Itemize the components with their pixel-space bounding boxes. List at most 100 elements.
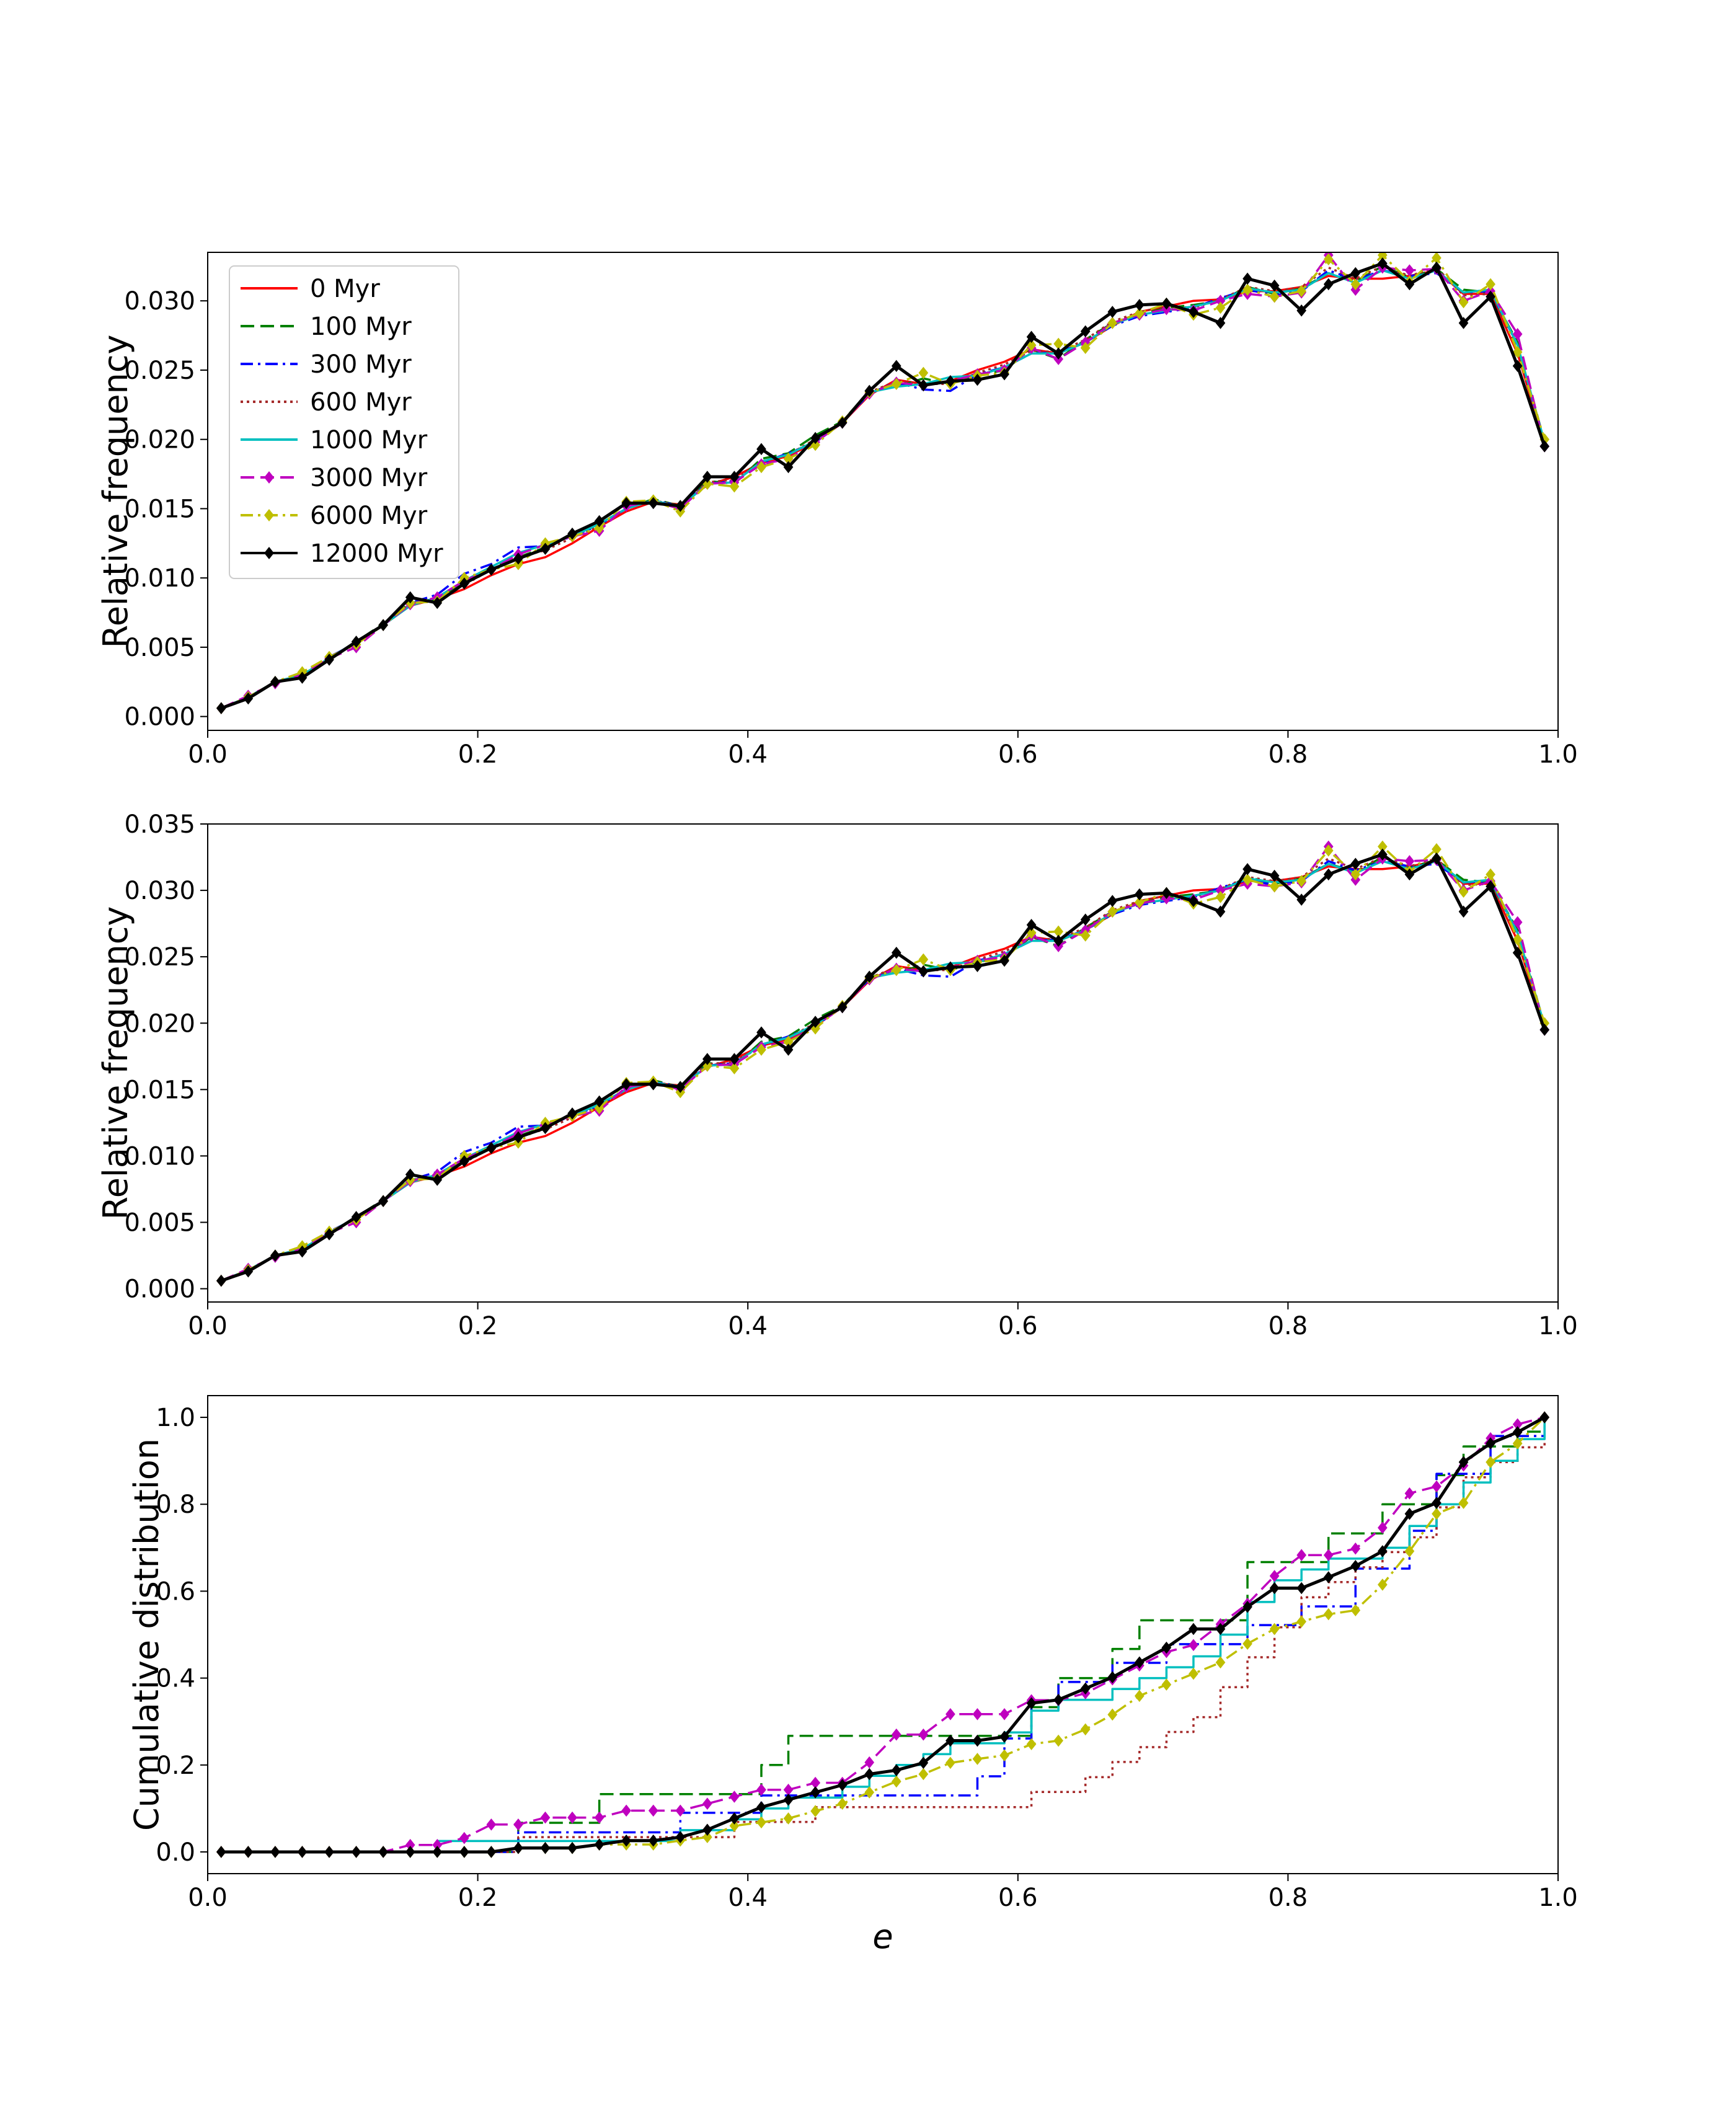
data-point-12000-myr [351,1211,361,1223]
y-tick-label: 0.005 [124,1209,195,1238]
data-point-12000-myr [918,1756,929,1769]
data-point-12000-myr [946,961,955,974]
data-point-12000-myr [1080,913,1091,926]
data-point-12000-myr [756,1800,766,1814]
data-point-6000-myr [1404,1545,1415,1557]
data-point-6000-myr [1026,1738,1037,1750]
y-tick-label: 0.000 [124,1275,195,1304]
plot-area [216,252,1550,715]
data-point-12000-myr [864,970,875,983]
data-point-6000-myr [946,1756,955,1769]
data-point-12000-myr [810,1786,820,1799]
data-point-6000-myr [594,521,604,534]
data-point-12000-myr [270,675,280,688]
series-line-600-myr [221,856,1546,1282]
data-point-12000-myr [783,1043,794,1056]
legend-item-100-myr: 100 Myr [241,312,412,341]
data-point-6000-myr [1134,307,1145,320]
data-point-12000-myr [270,1249,280,1262]
legend-marker-12000-myr [264,547,274,559]
data-point-6000-myr [756,1043,766,1056]
data-point-12000-myr [324,653,334,666]
data-point-12000-myr [972,373,983,386]
data-point-12000-myr [837,1779,848,1791]
data-point-12000-myr [1134,299,1145,311]
data-point-12000-myr [324,1228,334,1241]
data-point-12000-myr [1026,1697,1037,1710]
data-point-12000-myr [756,443,766,456]
legend-item-1000-myr: 1000 Myr [241,426,428,454]
legend-label-0-myr: 0 Myr [310,275,380,303]
data-point-12000-myr [810,1016,820,1028]
legend-label-1000-myr: 1000 Myr [310,426,428,454]
legend-item-0-myr: 0 Myr [241,275,380,303]
legend-label-12000-myr: 12000 Myr [310,539,443,568]
series-line-12000-myr [220,262,1546,710]
data-point-12000-myr [891,946,901,959]
data-point-12000-myr [1026,330,1037,343]
data-point-12000-myr [297,1245,308,1258]
data-point-6000-myr [1080,929,1091,942]
data-point-6000-myr [1215,1656,1226,1669]
plot-area [216,1411,1550,1858]
x-tick-label: 0.0 [188,740,228,769]
data-point-12000-myr [486,1141,497,1154]
data-point-12000-myr [675,500,686,512]
data-point-12000-myr [999,368,1009,381]
data-point-3000-myr [864,1756,875,1769]
x-tick-label: 1.0 [1538,740,1578,769]
data-point-6000-myr [1323,253,1334,265]
y-tick-label: 0.010 [124,564,195,593]
data-point-6000-myr [1296,1615,1307,1628]
data-point-6000-myr [918,366,929,379]
data-point-6000-myr [1458,296,1469,309]
data-point-12000-myr [1134,888,1145,901]
data-point-6000-myr [837,1797,848,1810]
data-point-12000-myr [891,360,901,373]
data-point-6000-myr [1161,1678,1172,1691]
data-point-12000-myr [405,591,415,604]
data-point-12000-myr [1539,1411,1550,1424]
data-point-3000-myr [1269,1570,1280,1582]
data-point-12000-myr [432,1846,443,1858]
legend-marker-6000-myr [264,509,274,521]
data-point-3000-myr [675,1804,686,1817]
y-tick-label: 0.005 [124,634,195,662]
series-line-300-myr [221,860,1546,1282]
data-point-6000-myr [1053,1734,1063,1747]
data-point-3000-myr [648,1804,658,1817]
data-point-12000-myr [621,1834,632,1847]
data-point-12000-myr [783,461,794,474]
data-point-12000-myr [405,1846,415,1858]
legend-label-100-myr: 100 Myr [310,312,412,341]
y-tick-label: 0.025 [124,943,195,972]
data-point-12000-myr [1242,272,1252,285]
data-point-12000-myr [1189,306,1198,318]
x-tick-label: 0.4 [728,1312,768,1340]
data-point-12000-myr [648,1834,658,1847]
series-line-3000-myr [221,845,1546,1282]
data-point-6000-myr [1350,1604,1361,1617]
chart-panel-bottom: 0.0 0.2 0.4 0.6 0.8 1.0 0.0 0.2 0.4 0.6 0.8 1.0 Cumu… [127,1395,1578,1956]
data-point-12000-myr [1242,863,1252,875]
data-point-3000-myr [1432,1480,1442,1493]
data-point-6000-myr [1242,874,1252,886]
data-point-6000-myr [729,480,740,493]
data-point-12000-myr [729,1812,740,1825]
y-tick-label: 0.020 [124,426,195,454]
data-point-12000-myr [1053,934,1063,947]
data-point-6000-myr [1486,868,1495,881]
data-point-12000-myr [729,1053,740,1065]
data-point-3000-myr [540,1811,551,1824]
data-point-6000-myr [1215,301,1226,314]
data-point-3000-myr [946,1707,955,1720]
plot-frame [207,823,1559,1303]
x-tick-label: 0.6 [998,740,1038,769]
data-point-12000-myr [1404,868,1415,881]
plot-frame [207,252,1559,731]
y-tick-label: 0.8 [156,1490,195,1519]
x-tick-label: 0.2 [458,1884,498,1912]
legend-item-3000-myr: 3000 Myr [241,464,428,492]
data-point-3000-myr [594,1811,604,1824]
